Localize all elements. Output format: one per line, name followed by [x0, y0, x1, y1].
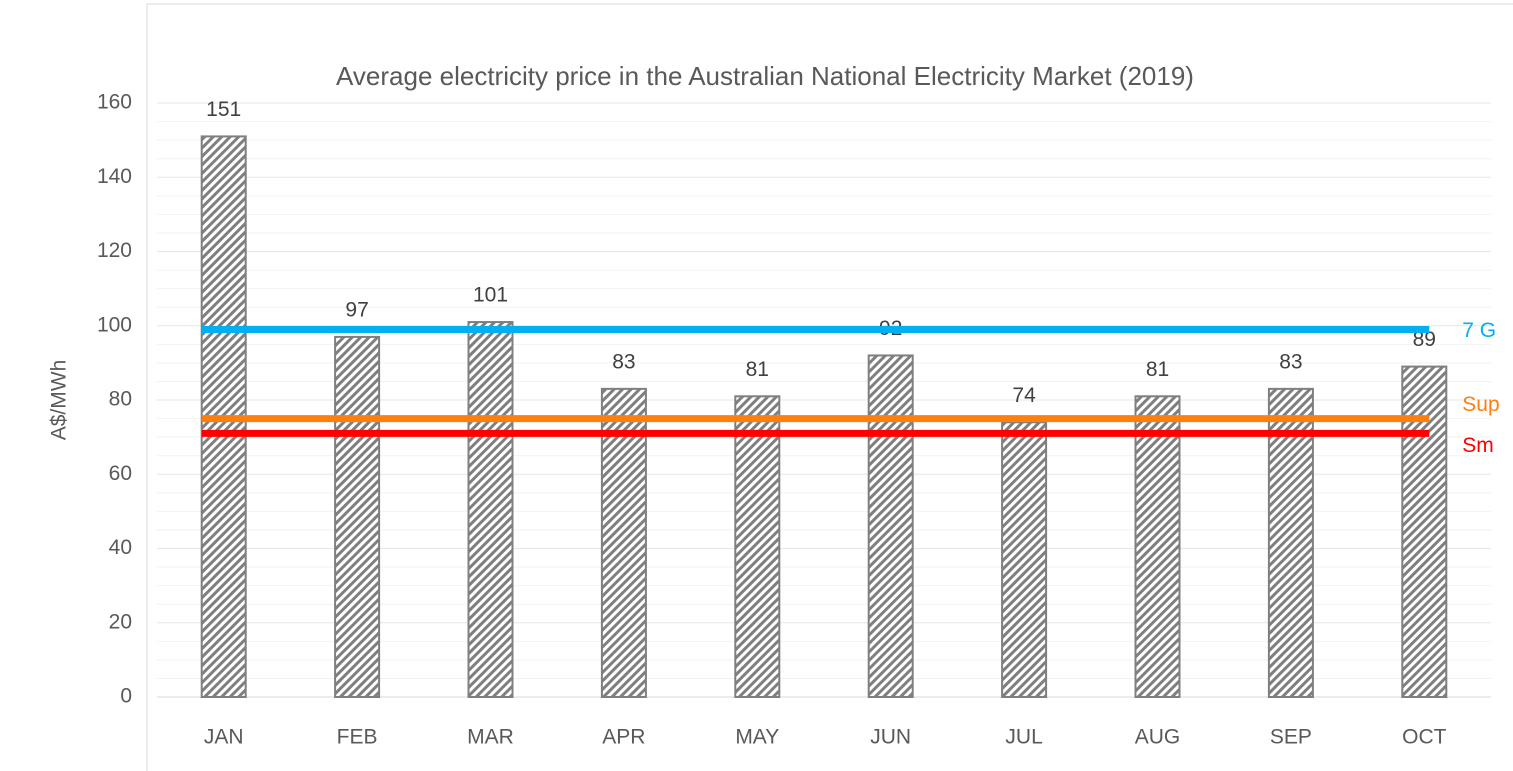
x-tick-label: MAR	[467, 726, 514, 749]
chart-title: Average electricity price in the Austral…	[336, 61, 1194, 91]
reference-label: Sm	[1462, 434, 1494, 457]
data-label: 81	[1146, 358, 1169, 381]
bar	[1134, 395, 1181, 698]
x-tick-label: JAN	[204, 726, 244, 749]
chart-frame	[146, 3, 1513, 771]
data-label: 101	[473, 284, 508, 307]
data-label: 151	[206, 98, 241, 121]
bar	[600, 387, 647, 698]
x-tick-label: OCT	[1402, 726, 1447, 749]
x-tick-label: FEB	[337, 726, 378, 749]
bar	[1267, 387, 1314, 698]
y-tick-label: 0	[120, 685, 132, 708]
y-tick-label: 160	[97, 91, 132, 114]
x-tick-label: MAY	[735, 726, 779, 749]
y-tick-label: 80	[109, 388, 132, 411]
y-tick-label: 100	[97, 313, 132, 336]
bar	[467, 321, 514, 698]
x-tick-label: AUG	[1135, 726, 1181, 749]
bar	[1001, 421, 1048, 698]
x-tick-label: JUL	[1005, 726, 1042, 749]
data-label: 83	[612, 350, 635, 373]
y-tick-label: 120	[97, 239, 132, 262]
x-tick-label: JUN	[870, 726, 911, 749]
y-tick-label: 40	[109, 536, 132, 559]
x-tick-label: SEP	[1270, 726, 1312, 749]
data-label: 81	[746, 358, 769, 381]
x-tick-label: APR	[602, 726, 645, 749]
y-axis-label: A$/MWh	[48, 360, 71, 441]
reference-label: 7 G	[1462, 319, 1496, 342]
bar	[334, 335, 381, 698]
y-tick-label: 60	[109, 462, 132, 485]
data-label: 89	[1413, 328, 1436, 351]
y-tick-label: 20	[109, 610, 132, 633]
bar	[734, 395, 781, 698]
data-label: 83	[1279, 350, 1302, 373]
data-label: 74	[1012, 384, 1036, 407]
y-tick-label: 140	[97, 165, 132, 188]
reference-label: Sup	[1462, 393, 1499, 416]
bar	[867, 354, 914, 698]
data-label: 97	[345, 298, 368, 321]
